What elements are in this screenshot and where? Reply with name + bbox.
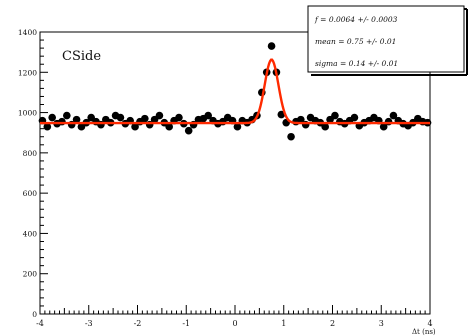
data-point <box>287 132 295 141</box>
data-point <box>165 122 173 131</box>
y-tick-label: 1400 <box>18 28 37 37</box>
panel-label: CSide <box>62 49 101 64</box>
data-point <box>350 113 359 122</box>
data-point <box>141 114 149 123</box>
x-axis-label: Δt (ns) <box>412 328 436 336</box>
y-tick-label: 400 <box>23 229 38 238</box>
data-point <box>131 122 139 131</box>
data-point <box>155 111 164 120</box>
data-point <box>379 122 388 131</box>
stats-line: sigma = 0.14 +/- 0.01 <box>315 59 398 68</box>
y-tick-label: 1000 <box>18 109 37 118</box>
x-tick-label: -3 <box>85 319 93 328</box>
x-tick-label: -4 <box>36 319 44 328</box>
x-tick-label: -2 <box>134 319 142 328</box>
data-point <box>48 113 56 122</box>
data-point <box>72 115 81 124</box>
fit-curve <box>40 58 430 125</box>
y-tick-label: 600 <box>23 189 38 198</box>
stats-line: f = 0.0064 +/- 0.0003 <box>314 15 398 24</box>
data-point <box>389 111 398 120</box>
data-point <box>175 113 183 122</box>
y-tick-label: 200 <box>23 270 38 279</box>
data-point <box>233 122 242 131</box>
data-point <box>63 111 71 120</box>
x-tick-label: 3 <box>379 319 384 328</box>
data-point <box>43 122 52 131</box>
data-point <box>184 126 193 135</box>
x-tick-label: 4 <box>427 319 432 328</box>
x-tick-label: 1 <box>281 319 286 328</box>
data-point <box>297 115 305 124</box>
stats-line: mean = 0.75 +/- 0.01 <box>315 37 396 46</box>
data-point <box>321 122 329 131</box>
data-point <box>331 111 339 120</box>
data-point <box>204 111 212 120</box>
x-tick-label: 2 <box>330 319 335 328</box>
stats-box: f = 0.0064 +/- 0.0003 mean = 0.75 +/- 0.… <box>307 5 468 76</box>
data-point <box>277 110 286 119</box>
x-tick-label: -1 <box>182 319 190 328</box>
y-tick-label: 0 <box>32 310 37 319</box>
data-point <box>384 117 393 126</box>
y-axis: 200 400 600 800 1000 1200 1400 0 <box>18 28 48 319</box>
data-point <box>116 113 125 122</box>
x-tick-label: 0 <box>232 319 237 328</box>
x-axis: -4 -3 -2 -1 0 1 2 3 4 <box>36 305 433 328</box>
y-tick-label: 1200 <box>18 68 37 77</box>
data-point <box>267 42 276 50</box>
y-tick-label: 800 <box>23 149 38 158</box>
data-point <box>58 117 66 126</box>
